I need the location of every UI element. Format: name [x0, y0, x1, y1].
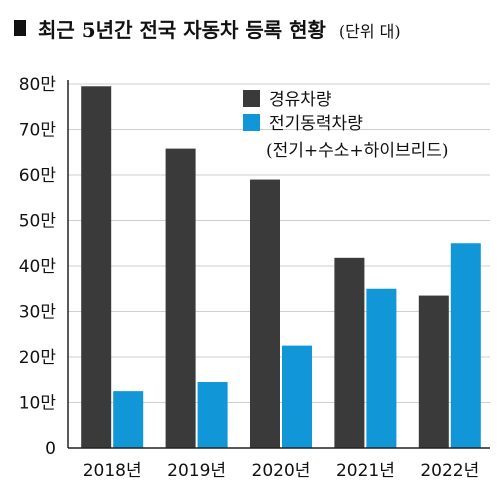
- legend-label: 전기동력차량: [269, 114, 363, 134]
- bar-electric: [113, 391, 144, 448]
- y-tick-label: 0: [45, 439, 56, 459]
- y-tick-label: 30만: [19, 303, 57, 323]
- y-tick-label: 50만: [19, 212, 57, 232]
- legend-label: 경유차량: [269, 90, 332, 110]
- bar-diesel: [81, 86, 112, 449]
- axes: 0 10만 20만 30만 40만 50만 60만 70만 80만 2018년 2019년 2020년…: [19, 75, 490, 481]
- x-tick-label: 2018년: [83, 461, 142, 481]
- bar-diesel: [334, 257, 365, 448]
- y-tick-label: 80만: [19, 75, 57, 95]
- chart-title-text: 최근 5년간 전국 자동차 등록 현황: [38, 18, 327, 42]
- x-tick-label: 2019년: [167, 461, 226, 481]
- bar-diesel: [250, 179, 280, 449]
- bar-electric: [366, 288, 397, 448]
- legend-swatch: [243, 114, 260, 131]
- y-tick-label: 20만: [19, 348, 57, 368]
- bar-series: [81, 86, 481, 449]
- y-tick-label: 40만: [19, 257, 57, 277]
- x-tick-label: 2020년: [252, 461, 311, 481]
- bar-electric: [450, 243, 481, 448]
- y-tick-label: 70만: [19, 121, 57, 141]
- y-tick-label: 10만: [19, 394, 57, 414]
- bar-diesel: [418, 295, 449, 448]
- bar-electric: [197, 382, 228, 448]
- y-tick-label: 60만: [19, 166, 57, 186]
- x-tick-label: 2022년: [420, 461, 479, 481]
- legend-swatch: [243, 90, 260, 107]
- x-tick-label: 2021년: [336, 461, 395, 481]
- legend-label-sub: (전기+수소+하이브리드): [266, 141, 449, 161]
- title-square-icon: [14, 20, 26, 36]
- chart-title: 최근 5년간 전국 자동차 등록 현황 (단위 대): [14, 18, 401, 42]
- bar-diesel: [165, 148, 196, 449]
- bar-electric: [282, 345, 312, 448]
- chart-unit-note: (단위 대): [339, 22, 401, 41]
- svg-text:최근 5년간 전국 자동차 등록 현황 (단위: 최근 5년간 전국 자동차 등록 현황 (단위 대): [38, 18, 401, 42]
